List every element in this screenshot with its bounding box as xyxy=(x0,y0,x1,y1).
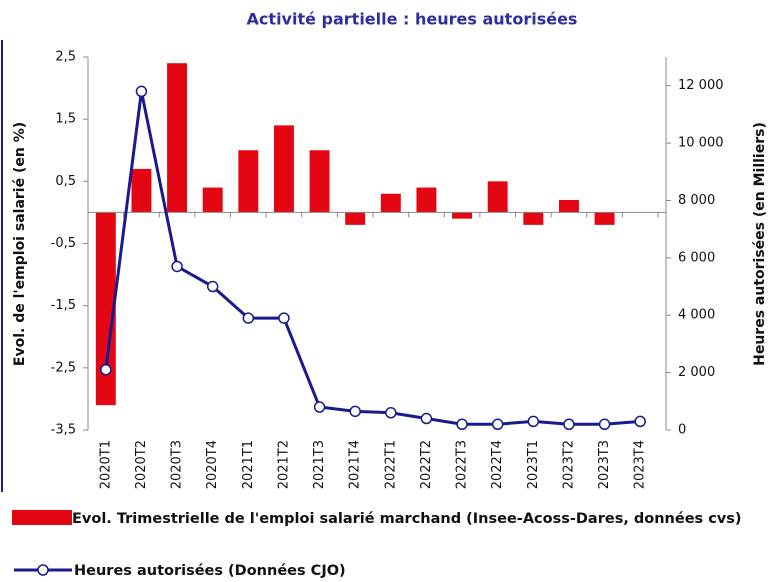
x-tick-label: 2020T2 xyxy=(134,440,149,489)
y-tick-label: 2,5 xyxy=(55,50,76,65)
x-tick-label: 2021T4 xyxy=(348,440,363,489)
line-marker xyxy=(598,418,611,431)
bar xyxy=(487,181,508,213)
bar xyxy=(416,187,437,213)
line-marker xyxy=(456,418,468,431)
line-marker xyxy=(420,412,433,425)
x-tick-label: 2022T3 xyxy=(455,440,470,489)
line-marker xyxy=(313,401,326,413)
y2-tick-label: 0 xyxy=(678,423,686,438)
y-tick-label: -1,5 xyxy=(51,298,76,313)
line-marker xyxy=(563,418,575,431)
x-tick-label: 2020T4 xyxy=(205,440,220,489)
y-tick-label: -3,5 xyxy=(51,423,76,438)
legend-swatch xyxy=(12,510,72,525)
x-tick-label: 2022T1 xyxy=(383,440,398,489)
x-tick-label: 2023T3 xyxy=(597,440,612,489)
bar xyxy=(273,125,294,213)
x-tick-label: 2023T2 xyxy=(561,440,576,489)
bar xyxy=(380,193,401,213)
bar xyxy=(202,187,223,213)
x-tick-label: 2020T1 xyxy=(98,440,113,489)
x-tick-label: 2020T3 xyxy=(170,440,185,489)
bar xyxy=(131,168,152,213)
y-axis-title: Evol. de l'emploi salarié (en %) xyxy=(12,122,28,366)
line-marker xyxy=(242,312,255,324)
x-tick-label: 2022T2 xyxy=(419,440,434,489)
chart-title: Activité partielle : heures autorisées xyxy=(247,10,578,29)
bar xyxy=(345,212,366,225)
y-tick-label: -2,5 xyxy=(51,360,76,375)
y-tick-label: -0,5 xyxy=(51,236,76,251)
line-marker xyxy=(278,312,290,324)
line-marker xyxy=(135,85,148,98)
line-marker xyxy=(634,415,646,428)
bar xyxy=(95,212,116,406)
y-tick-label: 0,5 xyxy=(55,174,76,189)
y2-axis-title: Heures autorisées (en Milliers) xyxy=(752,122,768,366)
line-marker xyxy=(171,260,183,273)
legend-label: Heures autorisées (Données CJO) xyxy=(74,563,346,579)
y2-tick-label: 12 000 xyxy=(678,78,724,93)
legend-label: Evol. Trimestrielle de l'emploi salarié … xyxy=(72,511,742,527)
y2-tick-label: 8 000 xyxy=(678,193,715,208)
bar xyxy=(238,150,259,213)
y2-tick-label: 2 000 xyxy=(678,365,715,380)
line-marker xyxy=(206,280,219,293)
line-marker xyxy=(491,418,504,431)
bar xyxy=(452,212,473,219)
x-tick-label: 2021T3 xyxy=(312,440,327,489)
y2-tick-label: 4 000 xyxy=(678,308,715,323)
legend-item: Evol. Trimestrielle de l'emploi salarié … xyxy=(12,508,762,530)
x-tick-label: 2023T4 xyxy=(633,440,648,489)
x-tick-label: 2023T1 xyxy=(526,440,541,489)
y2-tick-label: 10 000 xyxy=(678,136,724,151)
legend-item: Heures autorisées (Données CJO) xyxy=(12,560,762,582)
bar xyxy=(167,63,188,213)
line xyxy=(104,91,641,426)
legend-swatch xyxy=(14,564,72,576)
x-tick-label: 2021T1 xyxy=(241,440,256,489)
bar xyxy=(558,199,579,213)
y-tick-label: 1,5 xyxy=(55,112,76,127)
bar xyxy=(594,212,615,225)
x-tick-label: 2021T2 xyxy=(276,440,291,489)
line-marker xyxy=(385,407,397,419)
line-marker xyxy=(527,415,540,428)
line-marker xyxy=(349,405,361,418)
y2-tick-label: 6 000 xyxy=(678,250,715,265)
x-tick-label: 2022T4 xyxy=(490,440,505,489)
line-marker xyxy=(100,363,112,376)
bar xyxy=(309,150,330,213)
bar xyxy=(523,212,544,225)
